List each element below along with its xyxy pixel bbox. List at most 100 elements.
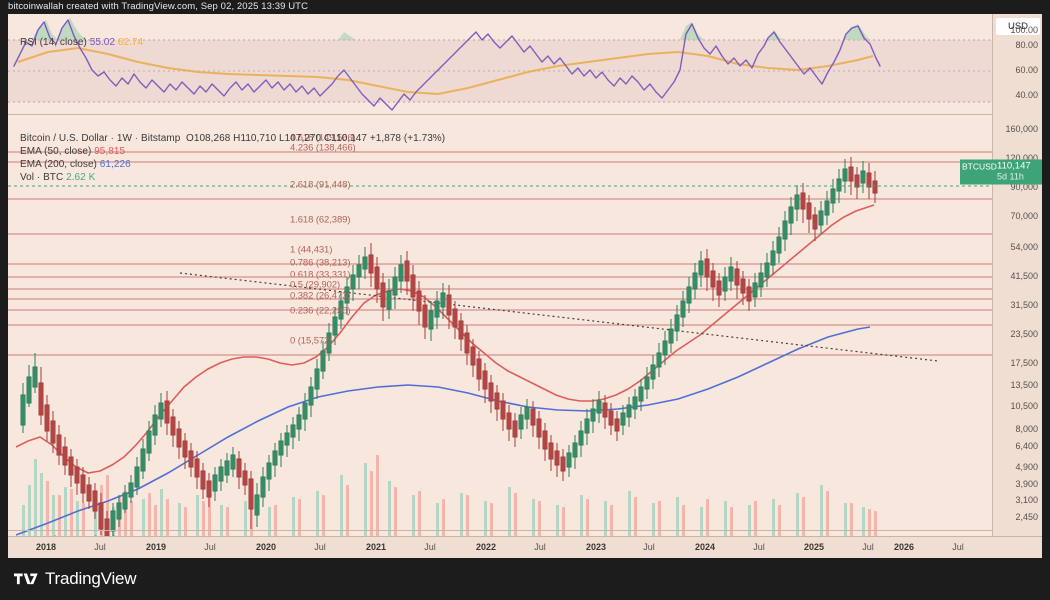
chart-area[interactable]: 4.618 (149,566)4.236 (138,466)2.618 (91,… (8, 14, 1042, 536)
price-axis-tick: 17,500 (1010, 358, 1038, 368)
exchange-label[interactable]: Bitstamp (141, 133, 181, 144)
time-axis-tick: 2021 (365, 542, 387, 552)
price-axis-tick: 4,900 (1015, 462, 1038, 472)
tradingview-mark-icon (14, 573, 38, 584)
dot-2: · (134, 133, 139, 144)
time-axis-tick: Jul (424, 542, 436, 552)
macd-signal-value: 5,838 (145, 535, 170, 536)
time-axis-tick: 2020 (255, 542, 277, 552)
right-gutter (1042, 14, 1050, 558)
time-axis-tick: 2023 (585, 542, 607, 552)
time-axis[interactable]: 2018 Jul 2019 Jul 2020 Jul 2021 Jul 2022 Jul 2023 J… (8, 536, 1042, 558)
price-axis-tick: 54,000 (1010, 242, 1038, 252)
time-axis-tick: Jul (534, 542, 546, 552)
ohlc-close: C110,147 (324, 133, 368, 144)
time-axis-tick: 2025 (803, 542, 825, 552)
macd-legend[interactable]: MACD (12, 26, close) −881 5,838 6,719 (20, 534, 198, 536)
time-axis-tick: 2019 (145, 542, 167, 552)
rsi-tick-80: 80.00 (1015, 40, 1038, 50)
macd-title: MACD (12, 26, close) (20, 535, 117, 536)
price-legend[interactable]: Bitcoin / U.S. Dollar · 1W · Bitstamp O1… (20, 132, 445, 184)
rsi-plot (8, 18, 992, 111)
left-gutter (0, 14, 8, 558)
rsi-pane[interactable] (8, 14, 992, 114)
volume-value: 2.62 K (66, 172, 96, 183)
candlesticks (20, 157, 878, 536)
ohlc-high: H110,710 (233, 133, 277, 144)
macd-value: −881 (119, 535, 142, 536)
price-axis-tick: 10,500 (1010, 401, 1038, 411)
ohlc-change: +1,878 (+1.73%) (369, 133, 446, 144)
volume-bars (22, 455, 877, 536)
ema50-row[interactable]: EMA (50, close) 95,815 (20, 145, 445, 158)
ema200-value: 61,226 (99, 159, 131, 170)
rsi-tick-100: 100.00 (1010, 25, 1038, 35)
symbol-row: Bitcoin / U.S. Dollar · 1W · Bitstamp O1… (20, 132, 445, 145)
interval-label[interactable]: 1W (116, 133, 132, 144)
pane-separator-macd (8, 530, 992, 531)
ohlc-low: L107,270 (279, 133, 322, 144)
rsi-tick-60: 60.00 (1015, 65, 1038, 75)
time-axis-tick: Jul (204, 542, 216, 552)
attribution-bar: bitcoinwallah created with TradingView.c… (0, 0, 1050, 14)
dot-1: · (110, 133, 114, 144)
symbol-name[interactable]: Bitcoin / U.S. Dollar (20, 133, 108, 144)
ema200-label: EMA (200, close) (20, 159, 97, 170)
descending-trendline (179, 272, 939, 362)
price-axis-tick: 160,000 (1005, 124, 1038, 134)
price-badge-countdown: 5d 11h (997, 171, 1024, 182)
ema50-value: 95,815 (94, 146, 126, 157)
ohlc-open: O108,268 (186, 133, 231, 144)
plot-clip (8, 14, 992, 536)
time-axis-tick: Jul (952, 542, 964, 552)
tradingview-logo[interactable]: TradingView (14, 569, 137, 589)
price-badge-symbol: BTCUSD (962, 161, 997, 172)
rsi-title: RSI (14, close) (20, 37, 87, 48)
volume-label: Vol · BTC (20, 172, 64, 183)
rsi-legend[interactable]: RSI (14, close) 55.02 62.74 (20, 36, 143, 49)
time-axis-tick: Jul (643, 542, 655, 552)
time-axis-tick: Jul (94, 542, 106, 552)
price-pane[interactable] (8, 115, 992, 536)
price-axis-tick: 70,000 (1010, 211, 1038, 221)
price-axis-tick: 3,900 (1015, 479, 1038, 489)
price-axis-tick: 2,450 (1015, 512, 1038, 522)
volume-row[interactable]: Vol · BTC 2.62 K (20, 171, 445, 184)
ema200-row[interactable]: EMA (200, close) 61,226 (20, 158, 445, 171)
rsi-ma-value: 62.74 (117, 37, 144, 48)
ema-200-line (15, 326, 871, 536)
price-axis-tick: 90,000 (1010, 182, 1038, 192)
time-axis-tick: 2018 (35, 542, 57, 552)
price-badge-price: 110,147 (997, 160, 1031, 172)
price-plot (8, 151, 992, 536)
rsi-tick-40: 40.00 (1015, 90, 1038, 100)
price-axis-tick: 31,500 (1010, 300, 1038, 310)
price-axis-tick: 120,000 (1005, 153, 1038, 163)
time-axis-tick: Jul (753, 542, 765, 552)
time-axis-tick: 2022 (475, 542, 497, 552)
ema50-label: EMA (50, close) (20, 146, 92, 157)
price-axis-tick: 8,000 (1015, 424, 1038, 434)
ema-50-line (15, 204, 875, 474)
price-axis-tick: 41,500 (1010, 271, 1038, 281)
price-axis-tick: 3,100 (1015, 495, 1038, 505)
footer-bar: TradingView (0, 558, 1050, 600)
price-axis[interactable]: USD 160,000 120,000 90,000 70,000 54,000 41,5… (960, 14, 1042, 536)
time-axis-tick: Jul (314, 542, 326, 552)
current-price-badge[interactable]: BTCUSD 110,147 5d 11h (960, 159, 1042, 185)
rsi-band-30-70 (8, 40, 992, 102)
price-axis-tick: 6,400 (1015, 441, 1038, 451)
time-axis-tick: 2026 (893, 542, 915, 552)
rsi-legend-row: RSI (14, close) 55.02 62.74 (20, 36, 143, 49)
time-axis-tick: 2024 (694, 542, 716, 552)
time-axis-tick: Jul (862, 542, 874, 552)
currency-chip[interactable]: USD (996, 18, 1040, 35)
pane-separator-rsi (8, 114, 992, 115)
price-axis-tick: 13,500 (1010, 380, 1038, 390)
macd-histogram-value: 6,719 (173, 535, 198, 536)
rsi-value: 55.02 (89, 37, 116, 48)
tradingview-wordmark: TradingView (45, 569, 137, 588)
price-axis-tick: 23,500 (1010, 329, 1038, 339)
macd-legend-row: MACD (12, 26, close) −881 5,838 6,719 (20, 534, 198, 536)
